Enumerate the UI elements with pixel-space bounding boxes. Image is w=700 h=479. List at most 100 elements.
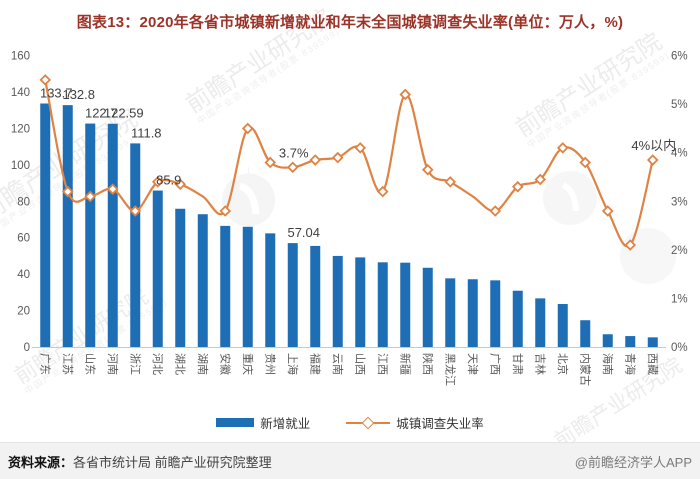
bar-浙江 xyxy=(130,143,141,347)
y-axis-right-tick: 1% xyxy=(671,293,688,305)
x-label-海南: 海南 xyxy=(601,353,615,375)
y-axis-left-tick: 160 xyxy=(11,51,30,63)
marker-海南 xyxy=(601,205,614,217)
bar-江西 xyxy=(377,262,388,347)
x-label-福建: 福建 xyxy=(308,353,322,375)
x-label-湖北: 湖北 xyxy=(173,353,186,375)
source-text: 各省市统计局 前瞻产业研究院整理 xyxy=(73,454,272,470)
bar-云南 xyxy=(332,255,343,347)
marker-江西 xyxy=(376,185,389,198)
line-swatch-icon xyxy=(346,416,391,429)
bar-福建 xyxy=(310,245,321,347)
marker-北京 xyxy=(556,142,569,154)
x-label-西藏: 西藏 xyxy=(646,353,659,375)
marker-湖北 xyxy=(174,178,187,191)
x-label-陕西: 陕西 xyxy=(421,353,435,375)
marker-青海 xyxy=(624,239,637,251)
source-label: 资料来源： xyxy=(8,454,74,470)
marker-山西 xyxy=(354,142,367,154)
bar-西藏 xyxy=(647,337,658,347)
chart-title: 图表13：2020年各省市城镇新增就业和年末全国城镇调查失业率(单位：万人，%) xyxy=(76,14,624,31)
y-axis-right-tick: 2% xyxy=(671,245,688,257)
bar-安徽 xyxy=(220,225,231,347)
x-label-广西: 广西 xyxy=(488,353,501,375)
legend-label: 新增就业 xyxy=(260,417,311,431)
y-axis-left-tick: 20 xyxy=(17,306,30,318)
watermark-logo xyxy=(215,166,676,284)
bar-value-label-广东: 133.7 xyxy=(40,85,73,100)
marker-广东 xyxy=(39,74,52,86)
bar-内蒙古 xyxy=(580,320,591,347)
bar-swatch-icon xyxy=(216,418,255,427)
bar-上海 xyxy=(287,243,298,347)
x-label-河南: 河南 xyxy=(106,353,119,375)
marker-河南 xyxy=(106,183,119,195)
x-label-贵州: 贵州 xyxy=(263,353,276,375)
line-城镇调查失业率 xyxy=(44,79,654,248)
bar-河北 xyxy=(152,190,163,347)
line-value-label-西藏: 4%以内 xyxy=(631,138,676,153)
bar-value-label-浙江: 111.8 xyxy=(131,125,162,140)
y-axis-right-tick: 5% xyxy=(671,99,688,111)
marker-西藏 xyxy=(646,154,659,166)
bar-山西 xyxy=(355,257,366,347)
x-label-湖南: 湖南 xyxy=(196,353,209,375)
x-label-北京: 北京 xyxy=(556,353,570,375)
bar-重庆 xyxy=(242,226,253,347)
x-label-河北: 河北 xyxy=(151,353,164,375)
x-label-黑龙江: 黑龙江 xyxy=(443,353,456,386)
x-label-天津: 天津 xyxy=(466,353,479,375)
x-label-山西: 山西 xyxy=(353,353,366,375)
y-axis-left-tick: 80 xyxy=(17,196,30,208)
credit-note: @前瞻经济学人APP xyxy=(574,454,692,470)
bar-天津 xyxy=(467,279,478,347)
x-label-广东: 广东 xyxy=(38,353,51,375)
y-axis-left-tick: 0 xyxy=(24,342,30,354)
x-label-甘肃: 甘肃 xyxy=(511,353,524,375)
marker-内蒙古 xyxy=(579,156,592,169)
x-label-江苏: 江苏 xyxy=(61,353,74,375)
marker-新疆 xyxy=(399,88,412,101)
bar-海南 xyxy=(602,334,613,347)
bar-山东 xyxy=(85,123,96,347)
y-axis-left-tick: 60 xyxy=(17,233,30,245)
source-note: 资料来源：各省市统计局 前瞻产业研究院整理 xyxy=(8,452,272,471)
marker-安徽 xyxy=(219,205,232,217)
x-label-山东: 山东 xyxy=(83,353,96,375)
bar-河南 xyxy=(107,123,118,347)
marker-甘肃 xyxy=(511,180,524,193)
x-label-安徽: 安徽 xyxy=(218,353,232,375)
marker-江苏 xyxy=(61,185,74,198)
marker-广西 xyxy=(489,205,502,217)
legend-item-bar: 新增就业 xyxy=(216,413,310,432)
marker-贵州 xyxy=(264,156,277,169)
x-label-江西: 江西 xyxy=(376,353,389,375)
x-label-重庆: 重庆 xyxy=(241,353,255,375)
bar-贵州 xyxy=(265,233,276,347)
bar-value-label-山东: 122.7 xyxy=(85,106,118,121)
y-axis-left-tick: 120 xyxy=(11,123,30,135)
bar-value-label-江苏: 132.8 xyxy=(62,87,95,102)
y-axis-left-tick: 140 xyxy=(11,87,30,99)
marker-陕西 xyxy=(421,163,434,176)
marker-云南 xyxy=(331,151,344,164)
legend-label: 城镇调查失业率 xyxy=(396,417,484,431)
x-label-云南: 云南 xyxy=(331,353,344,375)
x-label-新疆: 新疆 xyxy=(398,353,412,375)
y-axis-right-tick: 3% xyxy=(671,196,688,208)
bar-广西 xyxy=(490,280,501,347)
marker-山东 xyxy=(84,190,97,203)
bar-青海 xyxy=(625,336,636,347)
y-axis-left-tick: 40 xyxy=(17,269,30,281)
bar-湖北 xyxy=(175,208,186,347)
bar-甘肃 xyxy=(512,290,523,347)
bar-吉林 xyxy=(535,298,546,347)
bar-value-label-河北: 85.9 xyxy=(156,173,181,188)
bar-新疆 xyxy=(400,262,411,347)
bar-江苏 xyxy=(62,105,73,347)
bar-湖南 xyxy=(197,214,208,347)
bar-广东 xyxy=(40,103,51,348)
marker-浙江 xyxy=(129,205,142,217)
marker-黑龙江 xyxy=(444,176,457,188)
